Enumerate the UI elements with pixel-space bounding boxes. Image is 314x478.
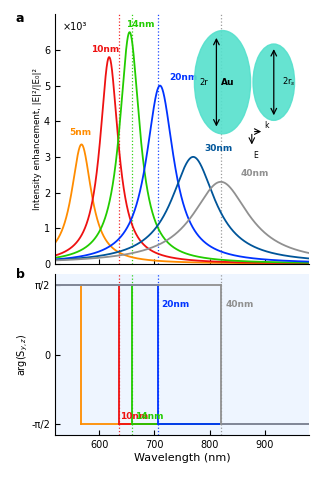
Text: 30nm: 30nm (204, 144, 232, 153)
Text: a: a (15, 12, 24, 25)
Y-axis label: Intensity enhancement, |E|²/|E₀|²: Intensity enhancement, |E|²/|E₀|² (34, 68, 42, 210)
Text: 5nm: 5nm (69, 128, 91, 137)
Text: 20nm: 20nm (161, 300, 189, 309)
Text: 14nm: 14nm (135, 412, 163, 421)
Text: 14nm: 14nm (126, 20, 154, 29)
Text: 40nm: 40nm (225, 300, 254, 309)
X-axis label: Wavelength (nm): Wavelength (nm) (134, 453, 230, 463)
Text: ×10³: ×10³ (62, 22, 87, 32)
Y-axis label: arg(S$_{y,z}$): arg(S$_{y,z}$) (15, 333, 30, 376)
Text: 20nm: 20nm (169, 73, 197, 82)
Text: 10nm: 10nm (91, 44, 119, 54)
Text: 40nm: 40nm (240, 169, 268, 178)
Text: b: b (15, 268, 24, 281)
Text: 10nm: 10nm (120, 412, 149, 421)
